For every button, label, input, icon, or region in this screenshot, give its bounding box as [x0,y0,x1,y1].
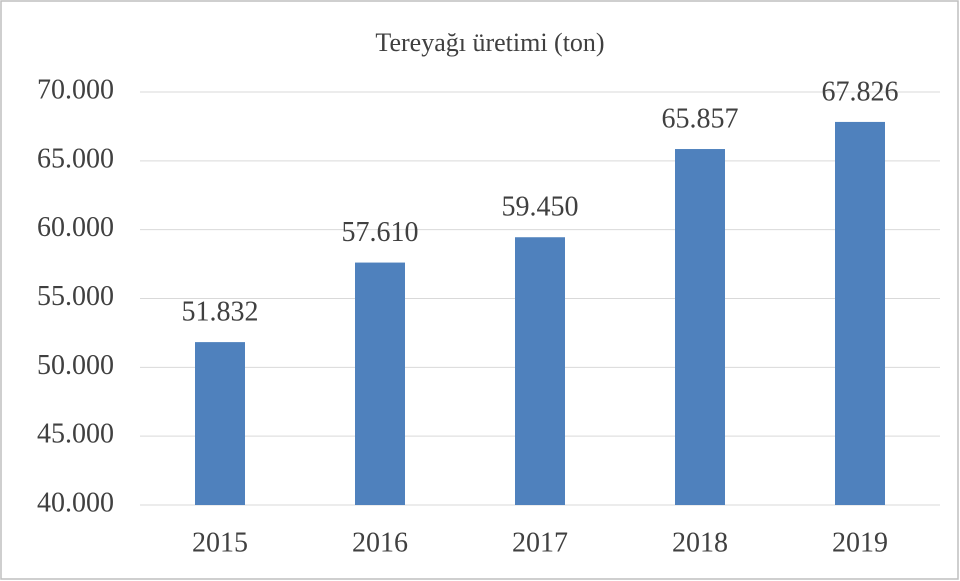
data-label: 67.826 [822,76,899,107]
data-label: 57.610 [342,217,419,248]
bar [835,121,885,505]
y-tick-label: 50.000 [37,350,114,381]
y-tick-label: 55.000 [37,281,114,312]
bar [355,262,405,505]
data-label: 51.832 [182,297,259,328]
x-tick-label: 2016 [352,527,408,558]
data-label: 59.450 [502,192,579,223]
bar [675,149,725,506]
y-tick-label: 60.000 [37,212,114,243]
data-label: 65.857 [662,103,739,134]
y-tick-label: 70.000 [37,74,114,105]
bar [515,237,565,505]
x-tick-label: 2019 [832,527,888,558]
y-tick-label: 65.000 [37,143,114,174]
chart-title: Tereyağı üretimi (ton) [375,28,604,57]
y-tick-label: 40.000 [37,487,114,518]
bar [195,342,245,505]
x-tick-label: 2015 [192,527,248,558]
y-tick-label: 45.000 [37,419,114,450]
x-tick-label: 2017 [512,527,568,558]
x-tick-label: 2018 [672,527,728,558]
